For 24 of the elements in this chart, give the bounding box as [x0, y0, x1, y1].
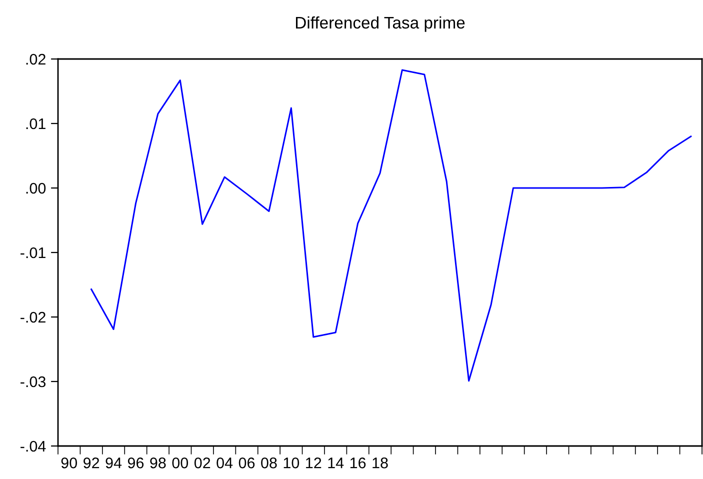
x-tick-label: 90 — [61, 458, 78, 468]
x-tick-label: 14 — [328, 458, 344, 468]
line-series — [90, 69, 692, 382]
y-tick-label: -.02 — [20, 312, 46, 323]
y-tick-label: -.01 — [20, 247, 46, 258]
x-tick-label: 06 — [238, 458, 255, 468]
y-tick-label: .02 — [26, 54, 46, 65]
x-tick-label: 00 — [172, 458, 188, 468]
x-tick-label: 96 — [128, 458, 144, 468]
x-tick-label: 10 — [284, 458, 300, 468]
x-tick-label: 16 — [350, 458, 366, 468]
y-tick-label: -.04 — [20, 440, 46, 452]
y-tick-label: .01 — [26, 118, 46, 130]
chart-title: Differenced Tasa prime — [296, 16, 465, 32]
x-tick-label: 94 — [106, 458, 122, 468]
y-tick-label: -.03 — [20, 376, 46, 388]
x-tick-label: 02 — [194, 458, 210, 468]
x-tick-label: 18 — [372, 458, 388, 468]
x-tick-label: 12 — [306, 458, 322, 468]
x-tick-label: 98 — [150, 458, 166, 468]
x-tick-label: 04 — [216, 458, 233, 468]
x-tick-label: 08 — [261, 458, 277, 468]
x-tick-label: 92 — [84, 458, 100, 468]
y-tick-label: .00 — [26, 182, 46, 194]
